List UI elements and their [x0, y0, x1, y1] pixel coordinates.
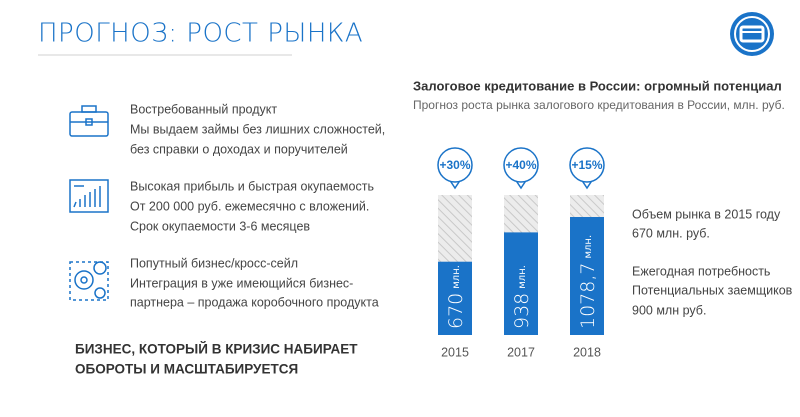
icon-gears: [69, 261, 109, 301]
value-unit: млн.: [451, 265, 462, 289]
chart-title: Залоговое кредитование в России: огромны…: [413, 78, 782, 93]
growth-label: +30%: [439, 158, 470, 172]
note: Потенциальных заемщиков: [632, 283, 793, 297]
note: 900 млн руб.: [632, 303, 706, 317]
note: Объем рынка в 2015 году: [632, 207, 781, 221]
x-tick-label: 2017: [507, 345, 535, 359]
chart-subtitle: Прогноз роста рынка залогового кредитова…: [413, 98, 785, 112]
icon-briefcase: [69, 105, 109, 137]
feature-text: Срок окупаемости 3-6 месяцев: [130, 219, 310, 233]
bar: [438, 261, 472, 335]
value-label: 1078,7 млн.: [577, 235, 599, 329]
feature-text: без справки о доходах и поручителей: [130, 142, 348, 156]
feature-title: Высокая прибыль и быстрая окупаемость: [130, 179, 374, 193]
value-number: 1078,7: [577, 263, 599, 329]
badge: [503, 147, 539, 183]
icon-growth: [69, 179, 109, 213]
feature-text: Интеграция в уже имеющийся бизнес-: [130, 276, 353, 290]
feature-title: Востребованный продукт: [130, 102, 277, 116]
slide-title: ПРОГНОЗ: РОСТ РЫНКА: [38, 19, 363, 49]
value-number: 670: [445, 293, 467, 329]
slogan: ОБОРОТЫ И МАСШТАБИРУЕТСЯ: [75, 362, 298, 377]
badge: [437, 147, 473, 183]
feature-text: партнера – продажа коробочного продукта: [130, 295, 379, 309]
value-unit: млн.: [517, 265, 528, 289]
value-label: 670 млн.: [445, 265, 467, 329]
feature-text: От 200 000 руб. ежемесячно с вложений.: [130, 199, 369, 213]
growth-label: +40%: [505, 158, 536, 172]
value-number: 938: [511, 293, 533, 329]
value-unit: млн.: [583, 235, 594, 259]
logo: [730, 12, 774, 56]
bar: [504, 232, 538, 335]
note: 670 млн. руб.: [632, 226, 710, 240]
feature-title: Попутный бизнес/кросс-сейл: [130, 256, 298, 270]
badge: [569, 147, 605, 183]
note: Ежегодная потребность: [632, 264, 770, 278]
bar: [570, 217, 604, 335]
x-tick-label: 2015: [441, 345, 469, 359]
x-tick-label: 2018: [573, 345, 601, 359]
feature-text: Мы выдаем займы без лишних сложностей,: [130, 122, 385, 136]
value-label: 938 млн.: [511, 265, 533, 329]
slogan: БИЗНЕС, КОТОРЫЙ В КРИЗИС НАБИРАЕТ: [75, 342, 358, 357]
growth-label: +15%: [571, 158, 602, 172]
